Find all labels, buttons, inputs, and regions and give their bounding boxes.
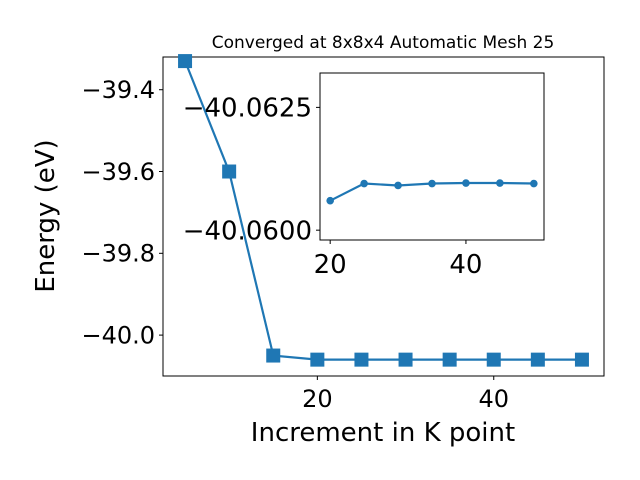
inset-frame: [319, 72, 545, 241]
data-point: [486, 352, 501, 367]
inset-data-point: [394, 181, 402, 190]
inset-data-point: [462, 179, 470, 187]
data-point: [266, 348, 281, 363]
inset-data-point: [326, 196, 334, 205]
data-point: [574, 352, 589, 367]
inset-y-tick-label: −40.0600: [183, 216, 312, 246]
inset-data-point: [530, 179, 538, 188]
y-tick-label: −39.4: [81, 76, 155, 104]
inset-plot: 20 40 −40.0625 −40.0600: [183, 72, 545, 280]
y-tick-label: −39.8: [81, 240, 155, 268]
inset-data-point: [428, 179, 436, 188]
data-point: [178, 54, 193, 69]
inset-y-tick-label: −40.0625: [183, 93, 312, 123]
data-point: [398, 352, 413, 367]
y-tick-label: −40.0: [81, 322, 155, 350]
y-axis-label: Energy (eV): [31, 139, 61, 292]
inset-x-tick-label: 40: [449, 250, 482, 280]
x-axis-label: Increment in K point: [251, 418, 515, 448]
x-tick-label: 20: [302, 385, 333, 413]
data-point: [442, 352, 457, 367]
x-tick-label: 40: [478, 385, 509, 413]
inset-data-point: [360, 179, 368, 188]
data-point: [310, 352, 325, 367]
y-tick-label: −39.6: [81, 158, 155, 186]
inset-x-tick-label: 20: [314, 250, 347, 280]
inset-data-point: [496, 179, 504, 187]
data-point: [530, 352, 545, 367]
series-line: [184, 60, 582, 361]
data-point: [354, 352, 369, 367]
chart-title: Converged at 8x8x4 Automatic Mesh 25: [212, 33, 555, 53]
data-point: [222, 164, 237, 179]
